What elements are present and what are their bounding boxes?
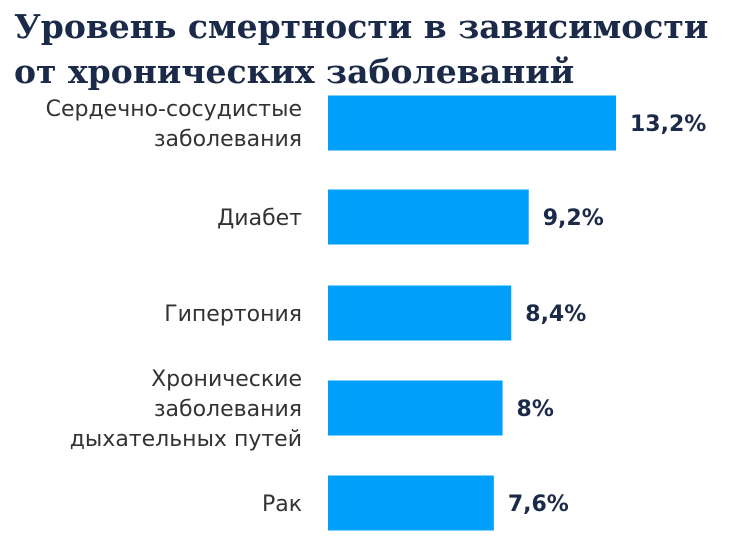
category-label-1: Сердечно-сосудистые заболевания	[46, 97, 302, 152]
chart-title: Уровень смертности в зависимости от хрон…	[14, 4, 734, 94]
chart-title-line-2: от хронических заболеваний	[14, 52, 575, 91]
category-label-5-line-1: Рак	[262, 492, 302, 517]
category-label-1-line-1: Сердечно-сосудистые	[46, 97, 302, 122]
category-label-4-line-2: заболевания	[154, 397, 302, 422]
value-label-2: 9,2%	[543, 206, 604, 231]
bar-1	[328, 95, 616, 151]
category-label-4: Хронические заболевания дыхательных путей	[70, 367, 302, 452]
bar-3	[328, 285, 512, 341]
category-label-4-line-3: дыхательных путей	[70, 427, 302, 452]
bar-2	[328, 189, 529, 245]
category-label-2: Диабет	[217, 206, 302, 231]
bar-4	[328, 380, 503, 436]
category-label-1-line-2: заболевания	[154, 127, 302, 152]
category-label-3: Гипертония	[164, 302, 302, 327]
value-label-1: 13,2%	[630, 112, 706, 137]
category-label-4-line-1: Хронические	[151, 367, 302, 392]
category-label-5: Рак	[262, 492, 302, 517]
value-label-5: 7,6%	[508, 492, 569, 517]
bar-5	[328, 475, 494, 531]
value-label-4: 8%	[517, 397, 554, 422]
chart-title-line-1: Уровень смертности в зависимости	[14, 7, 709, 46]
category-label-2-line-1: Диабет	[217, 206, 302, 231]
value-label-3: 8,4%	[525, 302, 586, 327]
category-label-3-line-1: Гипертония	[164, 302, 302, 327]
